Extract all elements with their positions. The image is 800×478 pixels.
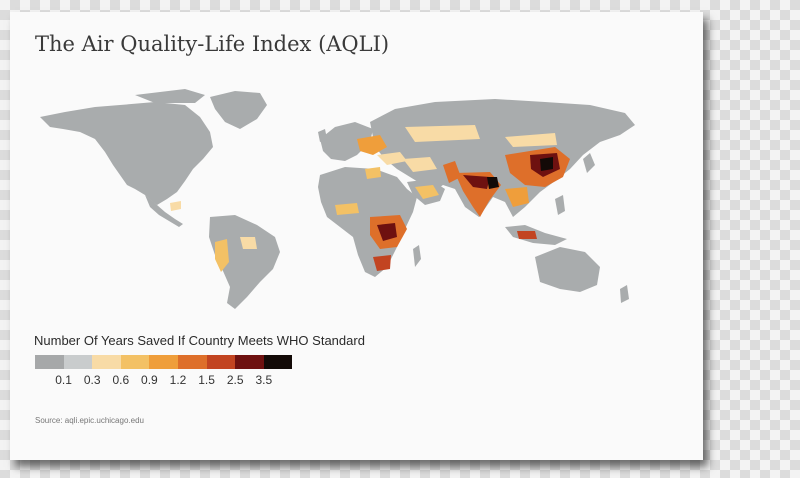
pollution-overlay <box>170 125 570 272</box>
legend-tick-label: 1.5 <box>198 373 215 387</box>
source-note: Source: aqli.epic.uchicago.edu <box>35 416 144 425</box>
legend-tick-label: 2.5 <box>226 373 244 387</box>
legend-tick-label: 3.5 <box>255 373 273 387</box>
british-isles <box>318 129 327 142</box>
legend-swatch <box>63 355 93 369</box>
legend-tick-label: 0.9 <box>141 373 158 387</box>
indonesia-impact <box>517 231 537 239</box>
arabia-impact <box>415 185 439 199</box>
legend-swatch <box>263 355 293 369</box>
legend-title: Number Of Years Saved If Country Meets W… <box>34 333 365 348</box>
australia <box>535 247 600 292</box>
philippines <box>555 195 565 215</box>
legend-swatch <box>206 355 236 369</box>
pakistan-impact <box>443 161 461 183</box>
legend-tick-label: 0.6 <box>112 373 130 387</box>
south-america <box>209 215 280 309</box>
legend-swatch <box>92 355 121 369</box>
europe <box>320 122 373 161</box>
china-peak-impact <box>540 157 553 171</box>
egypt-impact <box>365 167 381 179</box>
legend-swatch <box>235 355 264 369</box>
legend-swatch <box>177 355 207 369</box>
southern-africa-impact <box>373 255 391 271</box>
page-title: The Air Quality-Life Index (AQLI) <box>35 32 390 56</box>
infographic-card: The Air Quality-Life Index (AQLI) <box>10 12 703 460</box>
europe-impact <box>357 135 387 155</box>
central-america <box>145 195 183 227</box>
turkey-impact <box>377 152 407 165</box>
india-core-impact <box>463 175 490 189</box>
legend-tick-label: 0.1 <box>55 373 72 387</box>
legend-ticks: 0.1 0.3 0.6 0.9 1.2 1.5 2.5 3.5 <box>35 373 293 389</box>
world-map <box>40 89 635 309</box>
west-africa-impact <box>335 203 359 215</box>
bangladesh-impact <box>487 177 499 189</box>
new-zealand <box>620 285 629 303</box>
iran-impact <box>403 157 437 172</box>
africa <box>318 167 417 277</box>
legend-tick-label: 0.3 <box>83 373 101 387</box>
north-america <box>40 102 213 205</box>
andes-impact <box>215 239 229 272</box>
legend-tick-label: 1.2 <box>169 373 187 387</box>
legend-swatch <box>149 355 178 369</box>
japan <box>583 153 595 173</box>
central-africa-core-impact <box>377 223 397 241</box>
greenland <box>210 91 267 129</box>
north-china-impact <box>505 133 557 147</box>
brazil-impact <box>240 237 257 249</box>
arctic-islands <box>135 89 205 103</box>
madagascar <box>413 245 421 267</box>
mexico-impact <box>170 201 181 211</box>
southeast-asia-impact <box>505 187 529 207</box>
central-asia-impact <box>405 125 480 142</box>
legend-swatches <box>35 355 293 369</box>
land-masses <box>40 89 635 309</box>
legend-swatch <box>120 355 150 369</box>
legend-swatch <box>35 355 64 369</box>
